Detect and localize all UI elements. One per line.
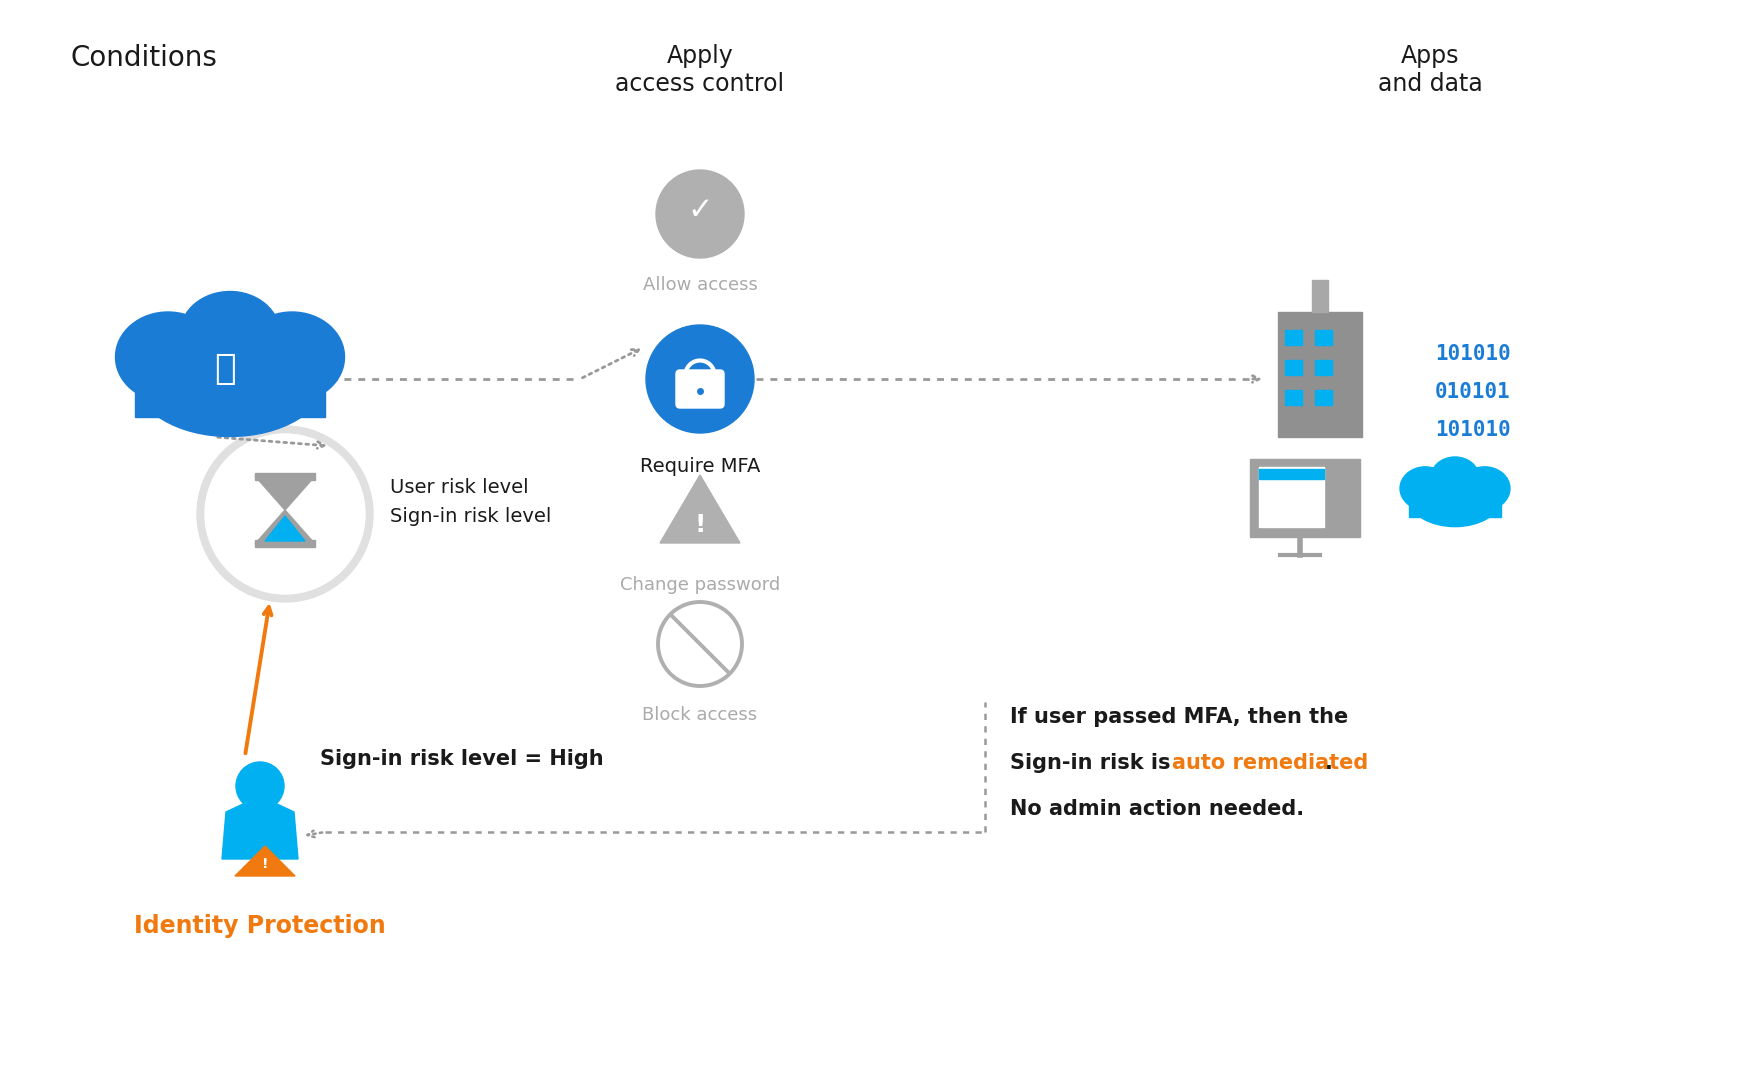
- Circle shape: [237, 761, 284, 810]
- Text: If user passed MFA, then the: If user passed MFA, then the: [1009, 707, 1349, 727]
- Text: 101010: 101010: [1435, 344, 1510, 364]
- Text: 010101: 010101: [1435, 382, 1510, 402]
- FancyBboxPatch shape: [256, 540, 315, 547]
- FancyBboxPatch shape: [1312, 280, 1328, 313]
- FancyBboxPatch shape: [1316, 390, 1332, 405]
- Text: Block access: Block access: [643, 706, 757, 724]
- Ellipse shape: [1431, 458, 1479, 498]
- Ellipse shape: [116, 313, 221, 402]
- Text: Apps
and data: Apps and data: [1377, 44, 1482, 96]
- Text: User risk level
Sign-in risk level: User risk level Sign-in risk level: [391, 478, 552, 526]
- FancyBboxPatch shape: [1284, 330, 1302, 345]
- FancyBboxPatch shape: [1284, 390, 1302, 405]
- Ellipse shape: [240, 313, 345, 402]
- FancyBboxPatch shape: [676, 371, 724, 408]
- Text: .: .: [1325, 753, 1333, 773]
- FancyBboxPatch shape: [1409, 495, 1501, 518]
- Ellipse shape: [1400, 467, 1451, 510]
- Polygon shape: [256, 510, 315, 545]
- Text: Sign-in risk is: Sign-in risk is: [1009, 753, 1177, 773]
- Circle shape: [205, 434, 364, 594]
- Text: Change password: Change password: [620, 576, 780, 594]
- Text: 101010: 101010: [1435, 420, 1510, 440]
- Text: auto remediated: auto remediated: [1172, 753, 1368, 773]
- Ellipse shape: [1459, 467, 1510, 510]
- Polygon shape: [256, 476, 315, 510]
- FancyBboxPatch shape: [135, 372, 326, 417]
- Circle shape: [196, 426, 373, 603]
- Text: Conditions: Conditions: [70, 44, 217, 72]
- Text: 🔑: 🔑: [214, 352, 237, 386]
- Text: ✓: ✓: [687, 195, 713, 224]
- Text: Sign-in risk level = High: Sign-in risk level = High: [321, 749, 604, 769]
- Text: Require MFA: Require MFA: [639, 458, 760, 476]
- Text: Allow access: Allow access: [643, 276, 757, 294]
- FancyBboxPatch shape: [1316, 360, 1332, 375]
- FancyBboxPatch shape: [1284, 360, 1302, 375]
- Text: !: !: [694, 513, 706, 537]
- FancyBboxPatch shape: [1260, 469, 1325, 479]
- FancyBboxPatch shape: [1260, 467, 1325, 527]
- Ellipse shape: [1409, 471, 1501, 526]
- FancyBboxPatch shape: [1277, 313, 1361, 437]
- Text: !: !: [261, 857, 268, 871]
- Text: No admin action needed.: No admin action needed.: [1009, 799, 1303, 819]
- Polygon shape: [265, 516, 305, 541]
- Polygon shape: [235, 846, 294, 876]
- Polygon shape: [223, 796, 298, 859]
- FancyBboxPatch shape: [1316, 330, 1332, 345]
- Ellipse shape: [135, 321, 326, 436]
- Ellipse shape: [180, 291, 280, 377]
- FancyBboxPatch shape: [256, 473, 315, 480]
- Text: Apply
access control: Apply access control: [615, 44, 785, 96]
- Polygon shape: [661, 475, 739, 543]
- Circle shape: [655, 170, 745, 258]
- Circle shape: [646, 325, 753, 433]
- FancyBboxPatch shape: [1249, 459, 1360, 537]
- Text: Identity Protection: Identity Protection: [135, 914, 385, 938]
